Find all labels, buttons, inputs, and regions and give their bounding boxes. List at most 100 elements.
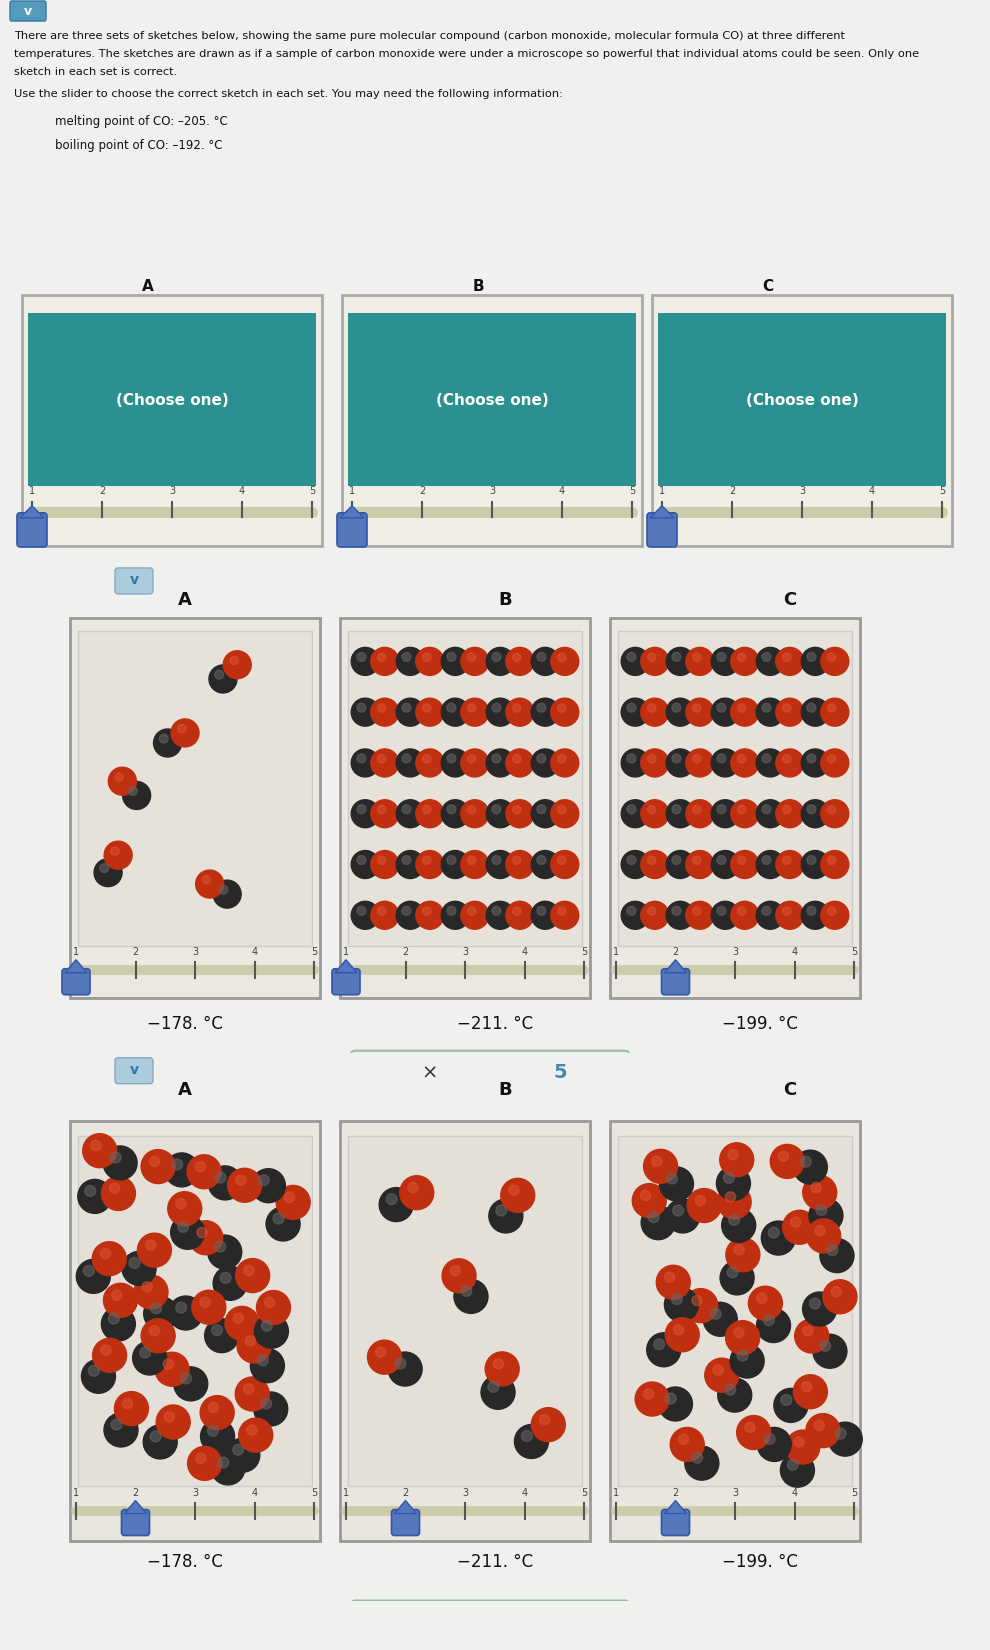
Polygon shape <box>20 507 44 518</box>
FancyBboxPatch shape <box>391 1510 420 1536</box>
Circle shape <box>443 1259 476 1294</box>
Circle shape <box>832 1287 842 1297</box>
Circle shape <box>550 647 579 675</box>
Circle shape <box>806 1414 840 1447</box>
Text: −211. °C: −211. °C <box>457 1015 533 1033</box>
FancyBboxPatch shape <box>70 1120 320 1541</box>
FancyBboxPatch shape <box>351 1051 629 1097</box>
Text: 3: 3 <box>732 947 739 957</box>
Circle shape <box>123 1399 133 1409</box>
Circle shape <box>488 1381 499 1393</box>
Circle shape <box>781 1394 792 1406</box>
Circle shape <box>375 1346 386 1358</box>
Circle shape <box>678 1434 689 1444</box>
Text: 3: 3 <box>192 947 198 957</box>
Circle shape <box>734 1244 744 1254</box>
Circle shape <box>762 703 771 713</box>
FancyBboxPatch shape <box>340 1120 590 1541</box>
Circle shape <box>460 850 489 878</box>
Circle shape <box>726 1191 736 1201</box>
Circle shape <box>717 805 726 813</box>
Circle shape <box>717 754 726 762</box>
Circle shape <box>801 647 830 675</box>
Circle shape <box>513 908 521 916</box>
Circle shape <box>711 901 740 929</box>
Text: B: B <box>498 1081 512 1099</box>
Text: A: A <box>178 591 192 609</box>
Circle shape <box>396 800 424 828</box>
Circle shape <box>811 1183 821 1193</box>
Circle shape <box>396 901 424 929</box>
Circle shape <box>256 1290 290 1325</box>
Circle shape <box>782 856 791 865</box>
Circle shape <box>801 749 830 777</box>
FancyBboxPatch shape <box>610 617 860 998</box>
Circle shape <box>717 856 726 865</box>
Circle shape <box>761 1221 795 1256</box>
Circle shape <box>171 719 199 747</box>
Text: 3: 3 <box>169 485 175 495</box>
Circle shape <box>641 749 669 777</box>
Circle shape <box>738 754 745 762</box>
FancyBboxPatch shape <box>618 1135 852 1485</box>
Circle shape <box>81 1360 116 1393</box>
Circle shape <box>423 908 431 916</box>
Circle shape <box>371 749 399 777</box>
Circle shape <box>83 1266 94 1277</box>
Circle shape <box>506 850 534 878</box>
Circle shape <box>666 698 694 726</box>
Circle shape <box>208 1167 243 1200</box>
Circle shape <box>686 647 714 675</box>
Circle shape <box>93 1338 127 1373</box>
Circle shape <box>782 805 791 813</box>
Circle shape <box>122 1251 156 1285</box>
Circle shape <box>396 850 424 878</box>
Text: 2: 2 <box>672 1488 678 1498</box>
Text: 4: 4 <box>251 947 257 957</box>
Circle shape <box>666 850 694 878</box>
Circle shape <box>829 1422 862 1455</box>
Circle shape <box>513 856 521 865</box>
Circle shape <box>515 1424 548 1459</box>
Polygon shape <box>125 1500 147 1513</box>
Circle shape <box>492 652 501 662</box>
Circle shape <box>711 749 740 777</box>
Circle shape <box>686 901 714 929</box>
Circle shape <box>442 749 469 777</box>
Text: 5: 5 <box>581 947 587 957</box>
Circle shape <box>489 1200 523 1233</box>
Circle shape <box>776 647 804 675</box>
Circle shape <box>134 1275 168 1308</box>
Circle shape <box>175 1302 186 1313</box>
Text: 2: 2 <box>133 1488 139 1498</box>
FancyBboxPatch shape <box>28 314 316 485</box>
Circle shape <box>532 647 559 675</box>
Circle shape <box>446 805 456 813</box>
FancyBboxPatch shape <box>17 513 47 546</box>
Circle shape <box>665 1200 700 1233</box>
Circle shape <box>532 850 559 878</box>
Circle shape <box>416 749 444 777</box>
Circle shape <box>197 1228 207 1238</box>
Circle shape <box>156 1406 190 1439</box>
Circle shape <box>621 800 649 828</box>
Circle shape <box>627 856 636 865</box>
Circle shape <box>703 1302 738 1337</box>
Circle shape <box>803 1175 837 1209</box>
Circle shape <box>727 1267 738 1277</box>
Circle shape <box>820 1239 854 1272</box>
Circle shape <box>814 1421 825 1431</box>
Circle shape <box>264 1297 275 1307</box>
Circle shape <box>85 1185 96 1196</box>
Circle shape <box>211 1450 245 1485</box>
Circle shape <box>423 805 431 813</box>
Circle shape <box>627 703 636 713</box>
Circle shape <box>496 1204 507 1216</box>
Text: 1: 1 <box>73 947 79 957</box>
Circle shape <box>149 1157 159 1167</box>
Circle shape <box>223 650 251 678</box>
Circle shape <box>76 1259 110 1294</box>
Circle shape <box>684 1289 718 1323</box>
Circle shape <box>738 805 745 813</box>
Circle shape <box>115 1391 148 1426</box>
